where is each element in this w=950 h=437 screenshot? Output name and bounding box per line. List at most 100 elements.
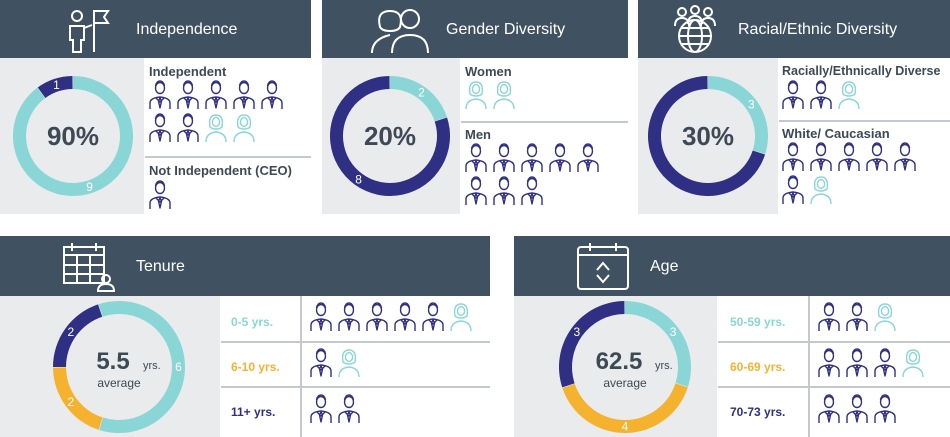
man-icon — [874, 348, 896, 377]
age-center-sub: average — [603, 376, 647, 390]
man-icon — [846, 394, 868, 423]
independence-list — [144, 58, 311, 214]
independence-center-percent: 90% — [47, 121, 99, 151]
not-independent-icons — [149, 180, 299, 210]
tenure-row-1-label: 6-10 yrs. — [231, 360, 280, 374]
man-icon — [233, 80, 255, 109]
woman-icon — [810, 176, 832, 205]
man-icon — [310, 394, 332, 423]
man-icon — [366, 302, 388, 331]
woman-icon — [874, 303, 896, 332]
independence-header: Independence — [0, 0, 311, 58]
tenure-center-sub: average — [97, 376, 141, 390]
independence-segment-label: 1 — [53, 78, 60, 92]
man-icon — [493, 176, 515, 205]
age-title: Age — [650, 258, 679, 275]
man-icon — [577, 143, 599, 172]
man-icon — [874, 394, 896, 423]
women-label: Women — [465, 64, 512, 79]
man-icon — [846, 348, 868, 377]
tenure-donut-segment — [53, 367, 103, 430]
woman-icon — [450, 303, 472, 332]
gender-segment-label: 8 — [355, 172, 362, 186]
tenure-row-divider-1 — [221, 341, 490, 343]
man-icon — [894, 142, 916, 171]
gender-header: Gender Diversity — [322, 0, 628, 58]
man-icon — [810, 142, 832, 171]
man-icon — [394, 302, 416, 331]
tenure-header: Tenure — [0, 236, 490, 296]
tenure-donut: 2 6 2 5.5 yrs.average — [53, 301, 185, 433]
man-icon — [149, 80, 171, 109]
man-icon — [782, 142, 804, 171]
age-row-2-icons — [818, 394, 950, 424]
tenure-segment-label: 6 — [175, 360, 182, 374]
age-row-0-icons — [818, 302, 950, 332]
man-icon — [818, 348, 840, 377]
man-icon — [177, 80, 199, 109]
gender-divider — [461, 121, 628, 123]
age-center-value: 62.5 — [596, 348, 643, 375]
man-icon — [149, 113, 171, 142]
man-icon — [205, 80, 227, 109]
independence-segment-label: 9 — [86, 180, 93, 194]
racial-list — [778, 58, 950, 214]
man-icon — [838, 142, 860, 171]
tenure-segment-label: 2 — [68, 325, 75, 339]
white-label: White/ Caucasian — [782, 126, 890, 141]
age-donut-segment — [559, 301, 625, 388]
man-icon — [846, 302, 868, 331]
racial-donut-segment — [708, 76, 768, 155]
age-panel: Age 3 4 3 62.5 yrs. average 50-59 yrs. 60-69 … — [514, 236, 950, 437]
woman-icon — [902, 349, 924, 378]
man-icon — [866, 142, 888, 171]
independence-panel: Independence 1 9 90% Independent Not Indep… — [0, 0, 311, 214]
tenure-col-divider — [300, 296, 302, 437]
age-col-divider — [808, 296, 810, 437]
racial-center-percent: 30% — [682, 121, 734, 151]
man-icon — [818, 394, 840, 423]
age-row-divider-1 — [718, 341, 950, 343]
man-icon — [465, 143, 487, 172]
man-icon — [465, 176, 487, 205]
woman-icon — [233, 114, 255, 143]
calendar-person-icon — [63, 243, 116, 292]
tenure-donut-segment — [98, 301, 185, 433]
independence-donut-segment — [37, 76, 73, 98]
age-segment-label: 4 — [622, 420, 629, 434]
gender-donut: 2 8 20% — [330, 76, 450, 196]
men-label: Men — [465, 127, 491, 142]
independence-divider — [145, 156, 311, 158]
gender-list — [460, 58, 628, 214]
age-header: Age — [514, 236, 950, 296]
gender-donut-segment — [390, 76, 447, 122]
independent-icons — [149, 80, 299, 143]
diverse-icons — [782, 80, 932, 110]
woman-icon — [338, 349, 360, 378]
calendar-chevrons-icon — [577, 243, 629, 290]
gender-center-percent: 20% — [364, 121, 416, 151]
tenure-row-0-icons — [310, 302, 490, 332]
age-donut: 3 4 3 62.5 yrs. average — [559, 301, 691, 434]
man-icon — [149, 180, 171, 209]
tenure-panel: Tenure 2 6 2 5.5 yrs. average 0-5 yrs. 6-10 y… — [0, 236, 490, 437]
man-icon — [818, 302, 840, 331]
man-icon — [521, 143, 543, 172]
age-donut-segment — [562, 383, 688, 433]
racial-donut: 3 30% — [648, 76, 768, 196]
tenure-row-2-icons — [310, 394, 490, 424]
tenure-segment-label: 2 — [68, 395, 75, 409]
gender-title: Gender Diversity — [446, 21, 566, 38]
men-icons — [465, 143, 615, 206]
racial-header: Racial/Ethnic Diversity — [638, 0, 950, 58]
woman-icon — [493, 81, 515, 110]
independence-title: Independence — [136, 21, 238, 38]
woman-icon — [205, 114, 227, 143]
age-row-divider-2 — [718, 386, 950, 388]
man-icon — [310, 348, 332, 377]
man-icon — [177, 113, 199, 142]
age-center-unit: yrs. — [655, 360, 673, 372]
racial-divider — [779, 120, 950, 122]
woman-icon — [465, 81, 487, 110]
man-icon — [338, 302, 360, 331]
